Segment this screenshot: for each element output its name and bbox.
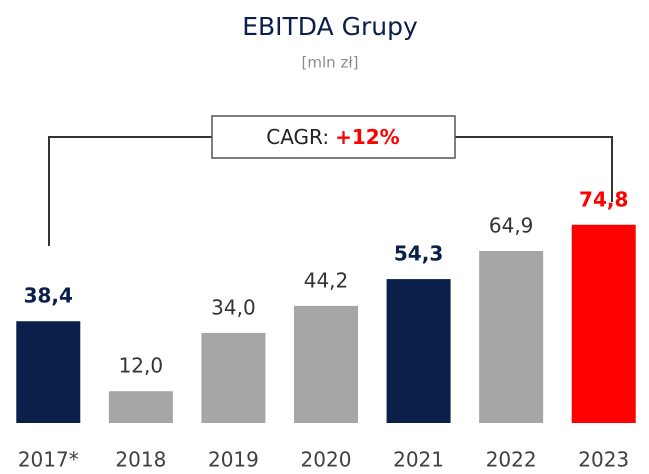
cagr-box [211,115,456,159]
bracket-right [455,136,613,202]
cagr-value: +12% [335,125,400,149]
bar [201,332,266,423]
value-label: 64,9 [489,214,534,238]
bar [16,321,81,423]
x-tick-label: 2020 [301,448,352,472]
value-label: 38,4 [24,284,73,308]
x-tick-label: 2018 [115,448,166,472]
cagr-label: CAGR: [266,125,329,149]
bar [479,251,544,423]
value-label: 34,0 [211,295,256,319]
x-tick-label: 2023 [578,448,629,472]
value-label: 12,0 [119,354,164,378]
cagr-text: CAGR: +12% [266,125,399,149]
chart-title: EBITDA Grupy [242,12,418,41]
value-label: 74,8 [579,187,628,211]
bar [386,279,451,423]
bracket-left [48,136,212,246]
bar [108,391,173,423]
bar [294,305,358,423]
value-label: 54,3 [394,242,443,266]
x-tick-label: 2017* [18,448,79,472]
chart-subtitle: [mln zł] [302,54,359,72]
x-tick-label: 2019 [208,448,259,472]
bar [571,224,636,423]
value-label: 44,2 [304,268,349,292]
x-tick-label: 2022 [486,448,537,472]
x-tick-label: 2021 [393,448,444,472]
cagr-bracket [48,115,613,246]
